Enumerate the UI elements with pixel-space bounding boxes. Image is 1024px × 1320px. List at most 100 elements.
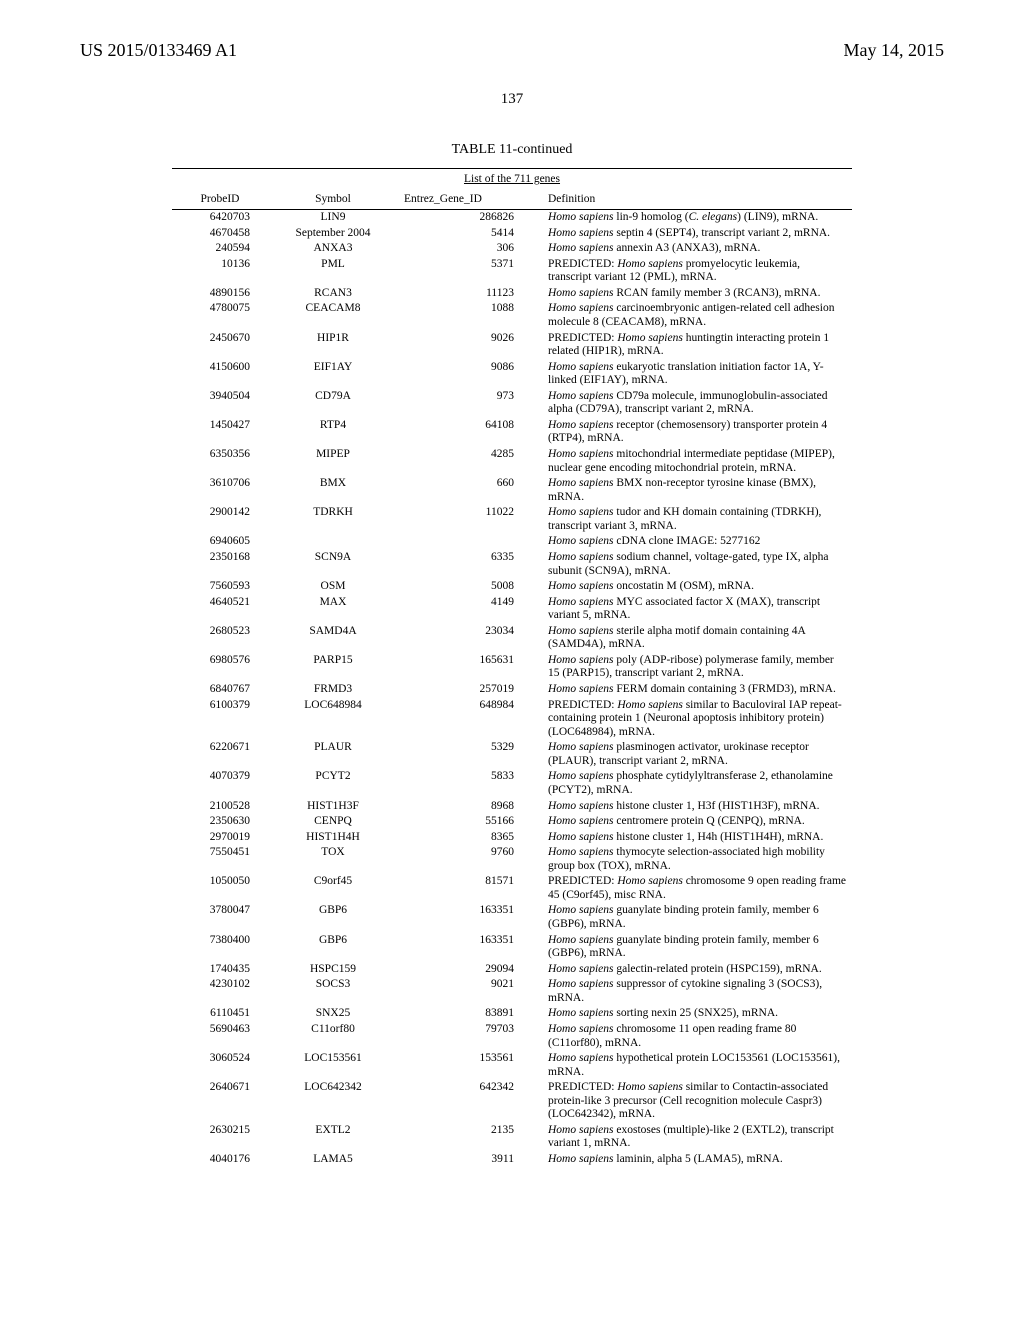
table-row: 2100528HIST1H3F8968Homo sapiens histone … <box>172 799 852 815</box>
table-row: 2900142TDRKH11022Homo sapiens tudor and … <box>172 505 852 534</box>
table-row: 6100379LOC648984648984PREDICTED: Homo sa… <box>172 698 852 741</box>
cell-symbol: RCAN3 <box>268 286 398 302</box>
gene-table-wrap: List of the 711 genes ProbeID Symbol Ent… <box>172 168 852 1168</box>
cell-probeid: 3060524 <box>172 1051 268 1080</box>
cell-definition: Homo sapiens sodium channel, voltage-gat… <box>542 550 852 579</box>
table-row: 4780075CEACAM81088Homo sapiens carcinoem… <box>172 301 852 330</box>
cell-symbol: SCN9A <box>268 550 398 579</box>
cell-definition: Homo sapiens septin 4 (SEPT4), transcrip… <box>542 226 852 242</box>
cell-entrez: 5329 <box>398 740 542 769</box>
cell-probeid: 4780075 <box>172 301 268 330</box>
cell-probeid: 7380400 <box>172 933 268 962</box>
cell-symbol: PML <box>268 257 398 286</box>
cell-probeid: 4640521 <box>172 595 268 624</box>
table-row: 2680523SAMD4A23034Homo sapiens sterile a… <box>172 624 852 653</box>
table-body: 6420703LIN9286826Homo sapiens lin-9 homo… <box>172 210 852 1168</box>
cell-entrez: 3911 <box>398 1152 542 1168</box>
cell-definition: Homo sapiens cDNA clone IMAGE: 5277162 <box>542 534 852 550</box>
cell-definition: Homo sapiens guanylate binding protein f… <box>542 903 852 932</box>
col-probeid: ProbeID <box>172 191 268 210</box>
table-row: 4230102SOCS39021Homo sapiens suppressor … <box>172 977 852 1006</box>
cell-entrez: 64108 <box>398 418 542 447</box>
table-row: 2450670HIP1R9026PREDICTED: Homo sapiens … <box>172 331 852 360</box>
table-row: 7380400GBP6163351Homo sapiens guanylate … <box>172 933 852 962</box>
cell-entrez: 23034 <box>398 624 542 653</box>
table-row: 240594ANXA3306Homo sapiens annexin A3 (A… <box>172 241 852 257</box>
cell-entrez: 9021 <box>398 977 542 1006</box>
cell-entrez: 2135 <box>398 1123 542 1152</box>
cell-probeid: 6980576 <box>172 653 268 682</box>
cell-definition: PREDICTED: Homo sapiens promyelocytic le… <box>542 257 852 286</box>
table-row: 6420703LIN9286826Homo sapiens lin-9 homo… <box>172 210 852 226</box>
cell-definition: Homo sapiens plasminogen activator, urok… <box>542 740 852 769</box>
cell-entrez: 642342 <box>398 1080 542 1123</box>
table-row: 2350630CENPQ55166Homo sapiens centromere… <box>172 814 852 830</box>
cell-probeid: 4890156 <box>172 286 268 302</box>
cell-definition: PREDICTED: Homo sapiens huntingtin inter… <box>542 331 852 360</box>
cell-symbol: TDRKH <box>268 505 398 534</box>
cell-probeid: 10136 <box>172 257 268 286</box>
cell-definition: Homo sapiens chromosome 11 open reading … <box>542 1022 852 1051</box>
table-row: 7560593OSM5008Homo sapiens oncostatin M … <box>172 579 852 595</box>
cell-probeid: 4230102 <box>172 977 268 1006</box>
table-row: 2630215EXTL22135Homo sapiens exostoses (… <box>172 1123 852 1152</box>
cell-probeid: 3940504 <box>172 389 268 418</box>
cell-symbol: EXTL2 <box>268 1123 398 1152</box>
cell-symbol: LIN9 <box>268 210 398 226</box>
cell-definition: Homo sapiens sorting nexin 25 (SNX25), m… <box>542 1006 852 1022</box>
cell-symbol: BMX <box>268 476 398 505</box>
cell-entrez: 257019 <box>398 682 542 698</box>
cell-probeid: 2100528 <box>172 799 268 815</box>
cell-symbol: PCYT2 <box>268 769 398 798</box>
cell-symbol: LOC153561 <box>268 1051 398 1080</box>
cell-entrez: 165631 <box>398 653 542 682</box>
table-row: 4670458September 20045414Homo sapiens se… <box>172 226 852 242</box>
cell-definition: Homo sapiens histone cluster 1, H4h (HIS… <box>542 830 852 846</box>
table-row: 3940504CD79A973Homo sapiens CD79a molecu… <box>172 389 852 418</box>
cell-entrez: 153561 <box>398 1051 542 1080</box>
cell-entrez: 81571 <box>398 874 542 903</box>
cell-probeid: 6420703 <box>172 210 268 226</box>
cell-entrez: 286826 <box>398 210 542 226</box>
cell-entrez: 6335 <box>398 550 542 579</box>
page-header: US 2015/0133469 A1 May 14, 2015 <box>80 40 944 61</box>
cell-entrez: 1088 <box>398 301 542 330</box>
cell-symbol: HSPC159 <box>268 962 398 978</box>
cell-definition: Homo sapiens annexin A3 (ANXA3), mRNA. <box>542 241 852 257</box>
table-row: 3060524LOC153561153561Homo sapiens hypot… <box>172 1051 852 1080</box>
cell-probeid: 6110451 <box>172 1006 268 1022</box>
cell-entrez: 5371 <box>398 257 542 286</box>
table-row: 4890156RCAN311123Homo sapiens RCAN famil… <box>172 286 852 302</box>
cell-probeid: 5690463 <box>172 1022 268 1051</box>
cell-definition: Homo sapiens suppressor of cytokine sign… <box>542 977 852 1006</box>
col-definition: Definition <box>542 191 852 210</box>
table-row: 7550451TOX9760Homo sapiens thymocyte sel… <box>172 845 852 874</box>
table-row: 1050050C9orf4581571PREDICTED: Homo sapie… <box>172 874 852 903</box>
table-row: 6350356MIPEP4285Homo sapiens mitochondri… <box>172 447 852 476</box>
cell-symbol: SAMD4A <box>268 624 398 653</box>
cell-symbol: GBP6 <box>268 933 398 962</box>
table-row: 2350168SCN9A6335Homo sapiens sodium chan… <box>172 550 852 579</box>
cell-entrez: 8968 <box>398 799 542 815</box>
cell-definition: Homo sapiens receptor (chemosensory) tra… <box>542 418 852 447</box>
cell-probeid: 6350356 <box>172 447 268 476</box>
cell-definition: Homo sapiens histone cluster 1, H3f (HIS… <box>542 799 852 815</box>
cell-probeid: 2350168 <box>172 550 268 579</box>
cell-symbol: CEACAM8 <box>268 301 398 330</box>
cell-symbol: September 2004 <box>268 226 398 242</box>
cell-definition: Homo sapiens thymocyte selection-associa… <box>542 845 852 874</box>
table-title: TABLE 11-continued <box>80 142 944 158</box>
cell-entrez: 5833 <box>398 769 542 798</box>
cell-entrez: 4149 <box>398 595 542 624</box>
cell-entrez: 163351 <box>398 903 542 932</box>
cell-definition: Homo sapiens tudor and KH domain contain… <box>542 505 852 534</box>
cell-probeid: 2630215 <box>172 1123 268 1152</box>
table-row: 2970019HIST1H4H8365Homo sapiens histone … <box>172 830 852 846</box>
cell-entrez: 83891 <box>398 1006 542 1022</box>
cell-probeid: 6220671 <box>172 740 268 769</box>
cell-probeid: 7560593 <box>172 579 268 595</box>
cell-definition: Homo sapiens laminin, alpha 5 (LAMA5), m… <box>542 1152 852 1168</box>
cell-symbol: HIP1R <box>268 331 398 360</box>
cell-definition: PREDICTED: Homo sapiens chromosome 9 ope… <box>542 874 852 903</box>
cell-entrez: 11022 <box>398 505 542 534</box>
